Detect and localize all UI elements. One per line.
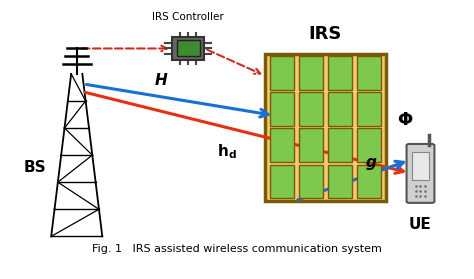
Text: g: g (365, 155, 376, 170)
Bar (265, 54, 386, 201)
Text: H: H (155, 73, 168, 88)
Bar (412, 152, 429, 180)
Text: IRS Controller: IRS Controller (152, 12, 224, 22)
Bar (299, 128, 323, 162)
Bar (177, 40, 200, 56)
Text: BS: BS (24, 160, 46, 175)
Bar (172, 37, 204, 60)
Bar (270, 128, 294, 162)
Bar (356, 56, 381, 90)
Bar (356, 165, 381, 198)
Text: IRS: IRS (309, 25, 342, 44)
Bar (328, 128, 352, 162)
Bar (299, 56, 323, 90)
Bar (328, 56, 352, 90)
FancyBboxPatch shape (407, 144, 434, 203)
Text: Φ: Φ (397, 111, 412, 129)
Bar (270, 165, 294, 198)
Bar (270, 56, 294, 90)
Bar (328, 165, 352, 198)
Bar (356, 128, 381, 162)
Bar (356, 92, 381, 126)
Text: Fig. 1   IRS assisted wireless communication system: Fig. 1 IRS assisted wireless communicati… (92, 244, 382, 254)
Bar (299, 165, 323, 198)
Text: UE: UE (409, 217, 432, 232)
Bar (328, 92, 352, 126)
Text: $\mathbf{h_d}$: $\mathbf{h_d}$ (217, 143, 237, 161)
Bar (270, 92, 294, 126)
Bar (299, 92, 323, 126)
